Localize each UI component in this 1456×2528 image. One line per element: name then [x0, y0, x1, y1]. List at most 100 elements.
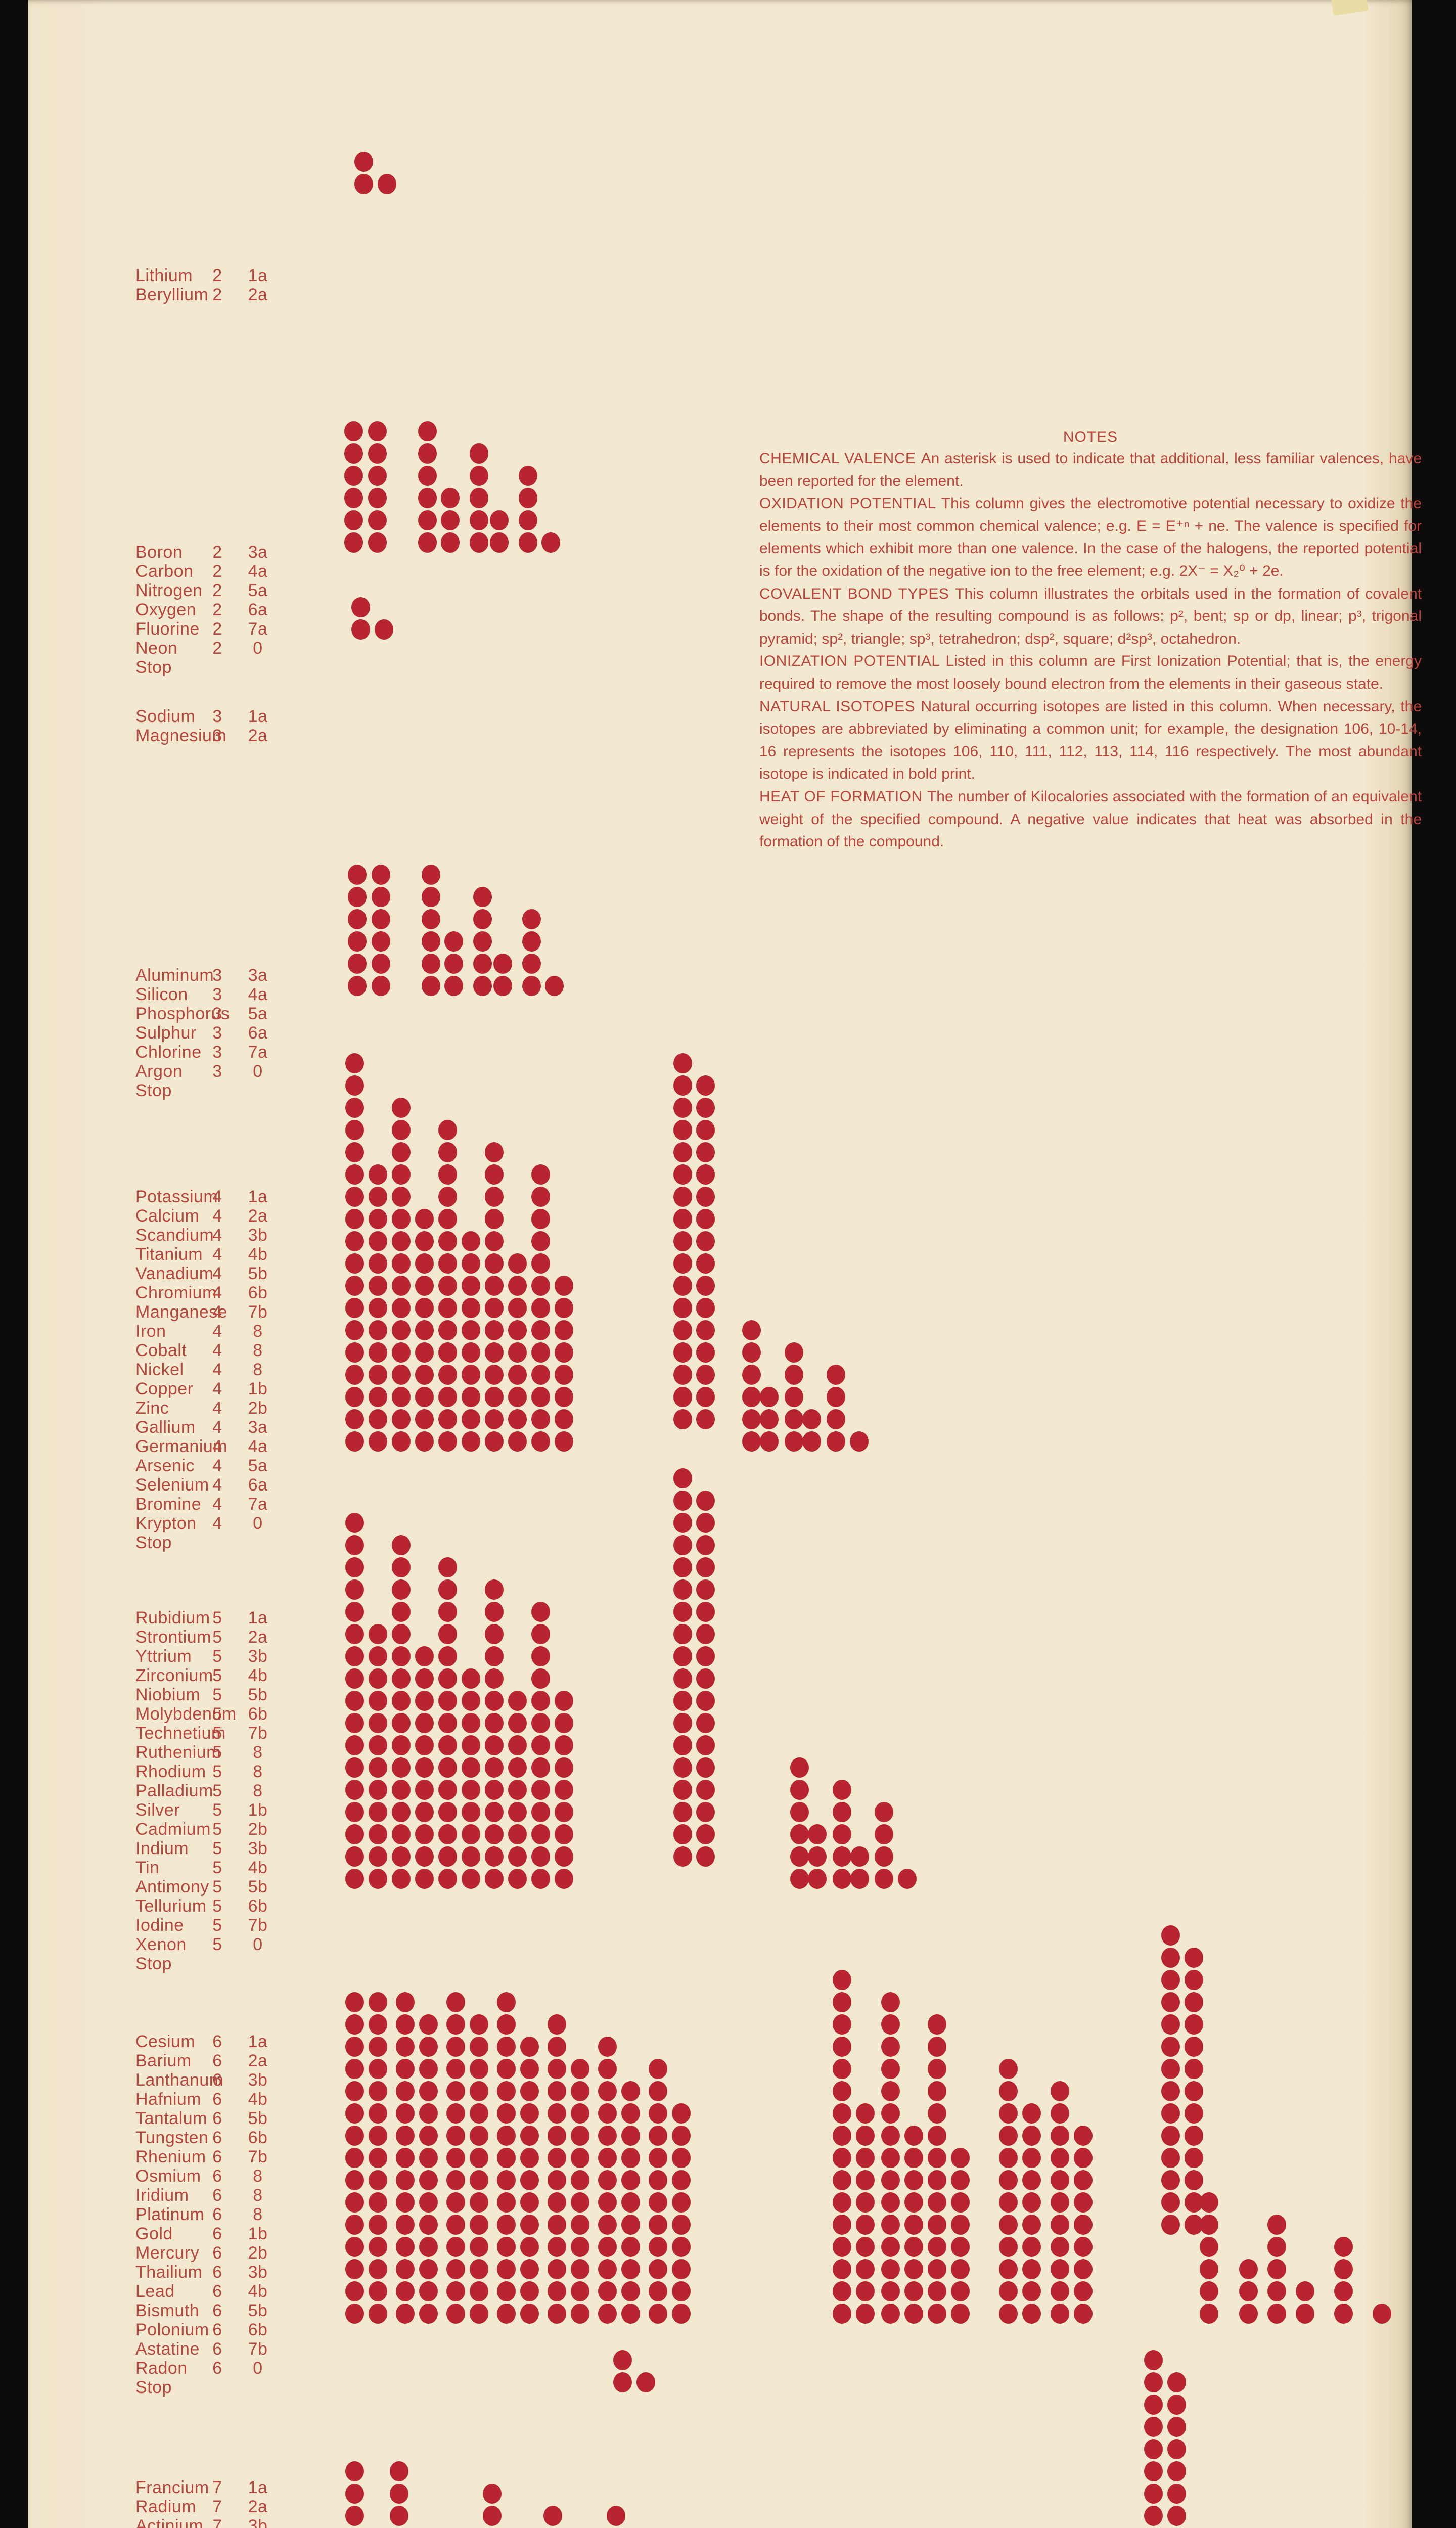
- punch-dot: [392, 1098, 411, 1118]
- punch-dot: [345, 1602, 364, 1622]
- punch-dot: [833, 2126, 851, 2146]
- punch-dot: [485, 1846, 504, 1867]
- punch-dot: [485, 1142, 504, 1162]
- punch-dot: [598, 2126, 617, 2146]
- punch-dot: [555, 1757, 573, 1778]
- punch-dot: [696, 1253, 715, 1274]
- punch-dot: [438, 1365, 457, 1385]
- punch-dot: [485, 1824, 504, 1844]
- punch-dot: [555, 1735, 573, 1755]
- punch-dot: [673, 1409, 692, 1429]
- element-period: 3: [212, 726, 222, 745]
- punch-dot: [497, 2304, 516, 2324]
- punch-dot: [392, 1276, 411, 1296]
- punch-dot: [833, 1824, 851, 1844]
- punch-dot: [790, 1802, 809, 1822]
- element-group: 2a: [248, 2497, 268, 2516]
- punch-dot: [760, 1431, 779, 1452]
- punch-dot: [520, 2237, 539, 2257]
- punch-dot: [462, 1253, 480, 1274]
- punch-dot: [881, 2304, 900, 2324]
- punch-dot: [508, 1780, 527, 1800]
- punch-dot: [422, 976, 440, 996]
- punch-dot: [419, 2237, 438, 2257]
- punch-dot: [396, 2059, 415, 2079]
- element-period: 4: [212, 1264, 222, 1283]
- punch-dot: [1296, 2304, 1314, 2324]
- punch-dot: [621, 2281, 640, 2301]
- punch-dot: [372, 909, 390, 929]
- element-period: 5: [212, 1916, 222, 1935]
- punch-dot: [696, 1387, 715, 1407]
- punch-dot: [833, 2148, 851, 2168]
- punch-dot: [928, 2081, 946, 2101]
- punch-dot: [392, 1365, 411, 1385]
- punch-dot: [396, 1992, 415, 2012]
- punch-dot: [881, 2037, 900, 2057]
- punch-dot: [1185, 2081, 1203, 2101]
- punch-dot: [473, 909, 492, 929]
- punch-dot: [485, 1387, 504, 1407]
- element-name: Lanthanum: [135, 2070, 224, 2090]
- punch-dot: [345, 2304, 364, 2324]
- punch-dot: [470, 443, 488, 464]
- punch-dot: [438, 1298, 457, 1318]
- element-group: 8: [253, 1322, 263, 1341]
- element-name: Antimony: [135, 1877, 209, 1897]
- element-name: Sulphur: [135, 1023, 197, 1043]
- punch-dot: [415, 1691, 434, 1711]
- punch-dot: [881, 1992, 900, 2012]
- punch-dot: [696, 1098, 715, 1118]
- punch-dot: [673, 1075, 692, 1096]
- element-group: 6b: [248, 2128, 268, 2147]
- punch-dot: [850, 1846, 869, 1867]
- punch-dot: [856, 2304, 875, 2324]
- element-name: Astatine: [135, 2339, 200, 2359]
- element-period: 5: [212, 1820, 222, 1839]
- punch-dot: [369, 2014, 387, 2035]
- punch-dot: [485, 1320, 504, 1340]
- punch-dot: [649, 2081, 667, 2101]
- punch-dot: [673, 1342, 692, 1363]
- punch-dot: [531, 1757, 550, 1778]
- element-period: 5: [212, 1647, 222, 1666]
- punch-dot: [531, 1409, 550, 1429]
- element-group: 2b: [248, 1820, 268, 1839]
- element-name: Barium: [135, 2051, 192, 2070]
- punch-dot: [446, 2237, 465, 2257]
- punch-dot: [369, 2259, 387, 2279]
- punch-dot: [345, 2461, 364, 2481]
- punch-dot: [790, 1824, 809, 1844]
- punch-dot: [354, 174, 373, 194]
- punch-dot: [649, 2215, 667, 2235]
- punch-dot: [415, 1824, 434, 1844]
- element-period: 5: [212, 1666, 222, 1685]
- element-group: 3b: [248, 2263, 268, 2282]
- punch-dot: [519, 510, 537, 530]
- element-period: 5: [212, 1762, 222, 1781]
- punch-dot: [531, 1342, 550, 1363]
- punch-dot: [369, 1624, 387, 1644]
- punch-dot: [392, 1757, 411, 1778]
- punch-dot: [1022, 2126, 1041, 2146]
- punch-dot: [508, 1802, 527, 1822]
- punch-dot: [485, 1164, 504, 1185]
- punch-dot: [881, 2170, 900, 2190]
- punch-dot: [904, 2259, 923, 2279]
- punch-dot: [598, 2192, 617, 2213]
- punch-dot: [392, 1557, 411, 1577]
- punch-dot: [1185, 2126, 1203, 2146]
- punch-dot: [875, 1824, 893, 1844]
- punch-dot: [520, 2192, 539, 2213]
- punch-dot: [438, 1602, 457, 1622]
- punch-dot: [348, 954, 367, 974]
- punch-dot: [446, 2059, 465, 2079]
- element-period: 6: [212, 2263, 222, 2282]
- punch-dot: [392, 1780, 411, 1800]
- punch-dot: [497, 2014, 516, 2035]
- punch-dot: [696, 1320, 715, 1340]
- punch-dot: [531, 1231, 550, 1251]
- note-paragraph-5: HEAT OF FORMATION The number of Kilocalo…: [759, 788, 1422, 850]
- punch-dot: [462, 1365, 480, 1385]
- punch-dot: [345, 2126, 364, 2146]
